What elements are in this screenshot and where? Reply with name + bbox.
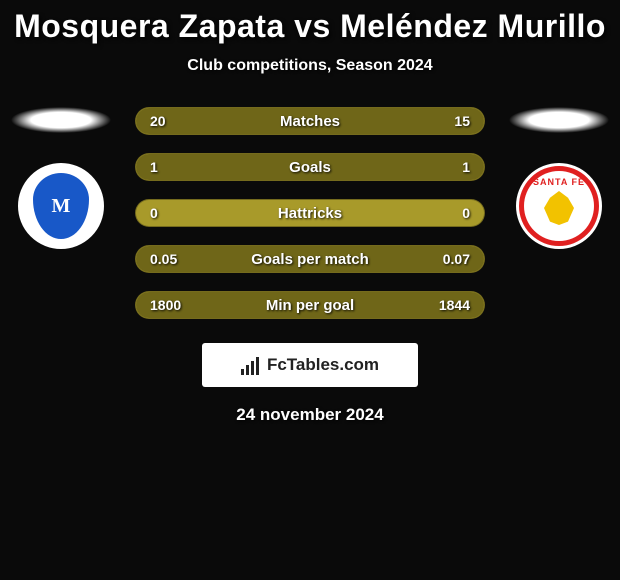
page-title: Mosquera Zapata vs Meléndez Murillo bbox=[0, 8, 620, 45]
player-left-column bbox=[6, 107, 116, 249]
stat-label: Hattricks bbox=[278, 205, 342, 222]
stat-bar: 0.05 Goals per match 0.07 bbox=[135, 245, 485, 273]
player-right-silhouette bbox=[509, 107, 609, 133]
stat-label: Goals bbox=[289, 159, 331, 176]
stat-value-left: 20 bbox=[150, 113, 166, 129]
stat-value-left: 0.05 bbox=[150, 251, 177, 267]
stat-bar: 1800 Min per goal 1844 bbox=[135, 291, 485, 319]
date-line: 24 november 2024 bbox=[0, 405, 620, 425]
stat-fill-left bbox=[136, 154, 310, 180]
stat-label: Matches bbox=[280, 113, 340, 130]
stat-value-right: 15 bbox=[454, 113, 470, 129]
player-left-silhouette bbox=[11, 107, 111, 133]
club-badge-left bbox=[18, 163, 104, 249]
stat-label: Min per goal bbox=[266, 297, 354, 314]
stat-value-right: 1844 bbox=[439, 297, 470, 313]
main-row: 20 Matches 15 1 Goals 1 0 Hattricks 0 0.05 Goals p… bbox=[0, 107, 620, 319]
branding-bars-icon bbox=[241, 355, 261, 375]
club-right-arc-text: SANTA FE bbox=[533, 177, 585, 187]
branding-text: FcTables.com bbox=[267, 355, 379, 375]
stat-value-right: 0 bbox=[462, 205, 470, 221]
stat-value-right: 0.07 bbox=[443, 251, 470, 267]
subtitle: Club competitions, Season 2024 bbox=[0, 57, 620, 75]
stat-value-right: 1 bbox=[462, 159, 470, 175]
stat-bar: 1 Goals 1 bbox=[135, 153, 485, 181]
club-right-emblem bbox=[544, 191, 574, 225]
stats-column: 20 Matches 15 1 Goals 1 0 Hattricks 0 0.05 Goals p… bbox=[135, 107, 485, 319]
stat-label: Goals per match bbox=[251, 251, 369, 268]
club-badge-right: SANTA FE bbox=[516, 163, 602, 249]
stat-value-left: 0 bbox=[150, 205, 158, 221]
branding-box[interactable]: FcTables.com bbox=[202, 343, 418, 387]
stat-fill-right bbox=[310, 154, 484, 180]
club-shield-left bbox=[33, 173, 89, 239]
club-shield-right: SANTA FE bbox=[524, 171, 594, 241]
stat-bar: 20 Matches 15 bbox=[135, 107, 485, 135]
comparison-card: Mosquera Zapata vs Meléndez Murillo Club… bbox=[0, 0, 620, 425]
stat-value-left: 1800 bbox=[150, 297, 181, 313]
stat-value-left: 1 bbox=[150, 159, 158, 175]
stat-bar: 0 Hattricks 0 bbox=[135, 199, 485, 227]
player-right-column: SANTA FE bbox=[504, 107, 614, 249]
